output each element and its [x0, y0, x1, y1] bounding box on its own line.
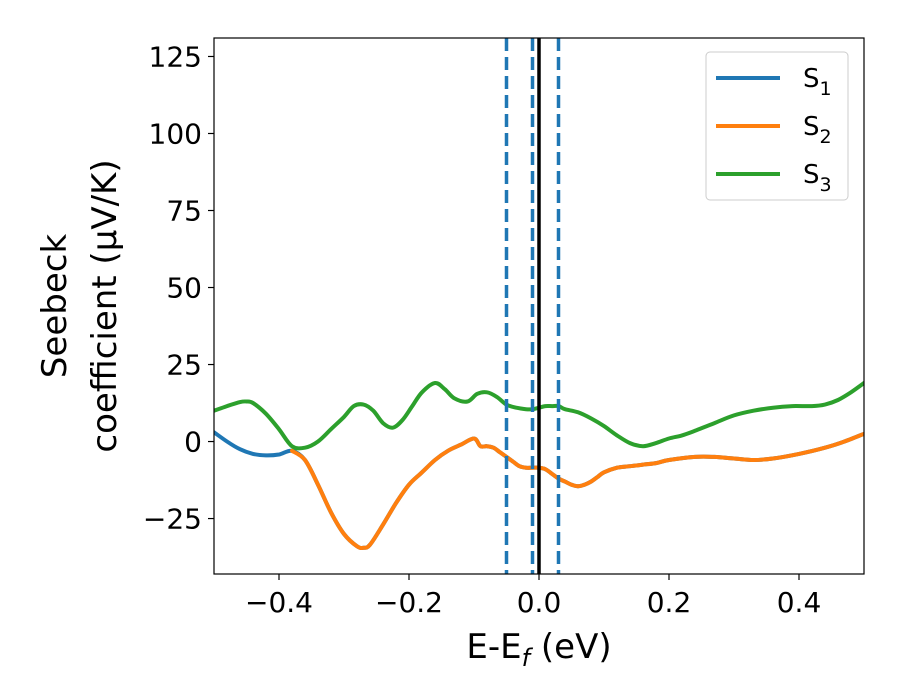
- y-tick-label: 50: [166, 272, 202, 305]
- y-tick-label: 25: [166, 349, 202, 382]
- y-tick-label: 125: [149, 40, 202, 73]
- x-tick-label: 0.0: [517, 586, 562, 619]
- x-tick-label: −0.4: [245, 586, 313, 619]
- y-axis-label: Seebeck coefficient (μV/K): [35, 159, 125, 452]
- y-tick-label: 0: [184, 426, 202, 459]
- series-layer: [214, 380, 864, 551]
- legend-label-s2: S2: [803, 112, 832, 148]
- series-line-s3: [214, 380, 864, 451]
- legend-label-s3: S3: [803, 160, 832, 196]
- legend-label-s1: S1: [803, 64, 832, 100]
- x-tick-label: −0.2: [375, 586, 443, 619]
- vline-layer: [504, 38, 561, 574]
- y-tick-label: 75: [166, 195, 202, 228]
- series-line-s2: [290, 431, 864, 551]
- x-axis-label-rest: (eV): [530, 627, 612, 667]
- x-axis-label-base: E-E: [466, 627, 521, 667]
- y-axis-label-line2: coefficient (μV/K): [85, 159, 125, 452]
- y-axis-ticks: −25 0 25 50 75 100 125: [143, 40, 214, 536]
- x-tick-label: 0.4: [777, 586, 822, 619]
- y-axis-label-line1: Seebeck: [35, 234, 75, 379]
- legend: S1 S2 S3: [705, 51, 849, 201]
- x-axis-ticks: −0.4 −0.2 0.0 0.2 0.4: [245, 574, 821, 619]
- x-axis-label: E-Ef (eV): [466, 627, 611, 672]
- y-tick-label: −25: [143, 503, 202, 536]
- y-tick-label: 100: [149, 117, 202, 150]
- x-tick-label: 0.2: [647, 586, 692, 619]
